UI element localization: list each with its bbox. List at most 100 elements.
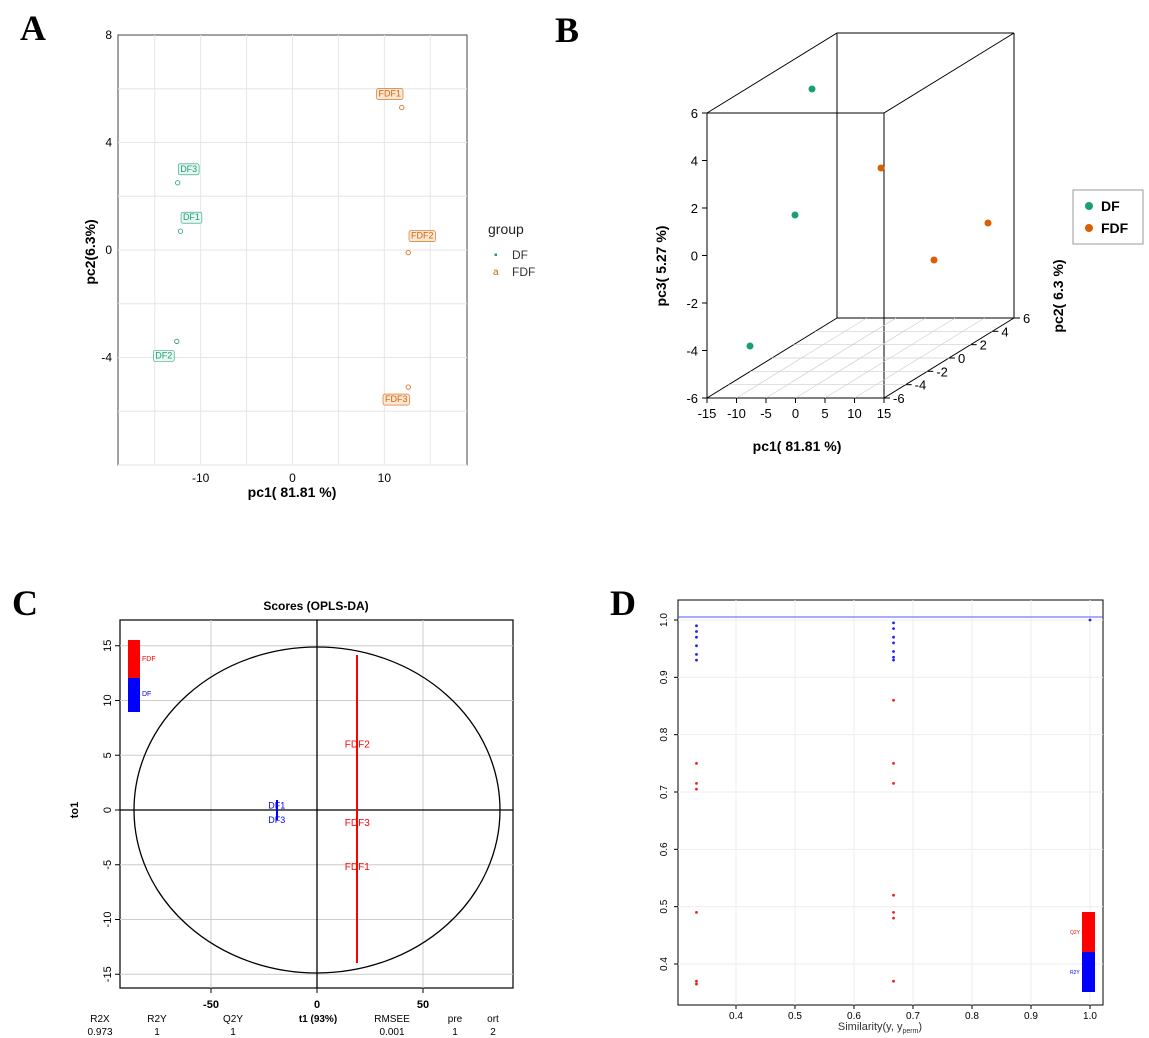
summary-header: Q2Y (223, 1014, 243, 1025)
panel-b-point-fdf (877, 164, 885, 172)
panel-d-xlabel: Similarity(y, yperm) (838, 1021, 922, 1035)
panel-b-legend-fdf-marker (1085, 224, 1093, 232)
y-tick-label: 4 (105, 136, 112, 150)
x-tick-label: -10 (192, 471, 210, 485)
point-r2y (695, 630, 698, 633)
summary-header: ort (487, 1014, 499, 1025)
y-tick-label: 0 (102, 807, 114, 813)
point-label-df1: DF1 (268, 801, 285, 811)
y-tick-label: 0 (691, 249, 698, 264)
summary-value: 0.001 (379, 1027, 404, 1038)
point-q2y (892, 698, 895, 702)
summary-header: R2X (90, 1014, 110, 1025)
panel-d-points (695, 618, 1092, 986)
z-tick-label: 6 (1023, 311, 1030, 326)
point-label-box (180, 211, 203, 224)
panel-b-box-top-back (706, 32, 1014, 114)
point-r2y (892, 635, 895, 639)
x-tick-label: 0 (314, 999, 320, 1011)
y-tick-label: 2 (691, 201, 698, 216)
y-tick-label: 0.8 (659, 727, 670, 741)
x-tick-label: -10 (727, 406, 746, 421)
point-q2y (892, 782, 895, 785)
point-q2y (695, 787, 698, 791)
x-tick-label: 50 (417, 999, 429, 1011)
y-tick-label: 0 (105, 243, 112, 257)
summary-header: R2Y (147, 1014, 167, 1025)
point-label-box (376, 88, 404, 100)
y-tick-label: -5 (102, 860, 114, 870)
point-r2y (695, 653, 698, 656)
point-r2y (892, 621, 895, 625)
panel-d-legend-r2y: R2Y (1070, 970, 1080, 976)
point-q2y (892, 979, 895, 983)
summary-header: pre (448, 1014, 463, 1025)
y-tick-label: 0.6 (659, 842, 670, 856)
panel-b-point-df (791, 211, 799, 219)
x-tick-label: -15 (698, 406, 717, 421)
summary-header: RMSEE (374, 1014, 410, 1025)
point-r2y (892, 658, 895, 662)
x-tick-label: -50 (203, 999, 219, 1011)
panel-c-points: FDF2 FDF3 FDF1 DF1 DF3 (268, 739, 370, 873)
point-label: DF3 (180, 164, 197, 174)
panel-b-legend-box (1072, 189, 1144, 245)
point-q2y (892, 911, 895, 914)
panel-c-ylabel: to1 (69, 802, 81, 819)
y-tick-label: 15 (102, 640, 114, 652)
panel-c-title: Scores (OPLS-DA) (263, 599, 368, 613)
summary-value: 1 (452, 1027, 458, 1038)
panel-d-permutation: 0.4 0.5 0.6 0.7 0.8 0.9 1.0 1.0 0.9 0.8 0.7 0.6 0.5 0… (659, 599, 1104, 1035)
panel-letter-c: C (12, 583, 38, 623)
summary-header: t1 (93%) (299, 1014, 337, 1025)
point-label: FDF2 (411, 231, 434, 241)
y-tick-label: -6 (686, 391, 698, 406)
x-tick-label: 0.8 (965, 1011, 979, 1022)
y-tick-label: 5 (102, 752, 114, 758)
panel-b-points (746, 85, 992, 350)
x-tick-label: 10 (847, 406, 861, 421)
z-tick-label: -2 (936, 364, 948, 379)
y-tick-label: -2 (686, 296, 698, 311)
point-label: DF2 (155, 350, 172, 360)
point-df2 (174, 338, 180, 344)
x-tick-label: 15 (877, 406, 891, 421)
panel-b-box-top-right (883, 32, 1015, 114)
y-tick-label: -4 (686, 344, 698, 359)
panel-c-legend-df-bar (128, 678, 140, 712)
point-label-box (177, 163, 200, 176)
panel-a-legend-fdf-marker: a (493, 267, 499, 278)
point-q2y (892, 761, 895, 765)
panel-d-ticks: 0.4 0.5 0.6 0.7 0.8 0.9 1.0 1.0 0.9 0.8 0.7 0.6 0.5 0… (659, 613, 1097, 1022)
point-fdf3 (405, 384, 411, 390)
panel-d-legend-q2y-bar (1082, 912, 1095, 952)
panel-c-legend-fdf: FDF (142, 656, 156, 663)
summary-value: 2 (490, 1027, 496, 1038)
panel-letter-d: D (610, 583, 636, 623)
point-label-box (153, 350, 175, 362)
x-tick-label: 0.9 (1024, 1011, 1038, 1022)
panel-a-xlabel: pc1( 81.81 %) (248, 484, 337, 500)
summary-value: 0.973 (87, 1027, 112, 1038)
point-label-box (382, 393, 410, 406)
point-r2y (695, 644, 698, 648)
panel-d-legend-r2y-bar (1082, 952, 1095, 992)
x-tick-label: 10 (378, 471, 392, 485)
panel-a-pca-2d: -10 0 10 8 4 0 -4 DF3 DF1 DF2 FDF1 FDF2 FDF3 pc1( 8… (82, 28, 535, 500)
point-q2y (695, 782, 698, 785)
panel-b-point-fdf (930, 256, 938, 264)
point-q2y (695, 911, 698, 914)
panel-b-point-df (746, 342, 754, 350)
point-label: DF1 (183, 212, 200, 222)
point-r2y (695, 635, 698, 639)
point-r2y (892, 627, 895, 630)
x-tick-label: 0.7 (906, 1011, 920, 1022)
point-df1 (177, 228, 184, 234)
panel-b-box-front (706, 112, 885, 399)
point-q2y (695, 761, 698, 765)
point-label-fdf3: FDF3 (345, 818, 370, 829)
point-r2y (1088, 618, 1092, 622)
